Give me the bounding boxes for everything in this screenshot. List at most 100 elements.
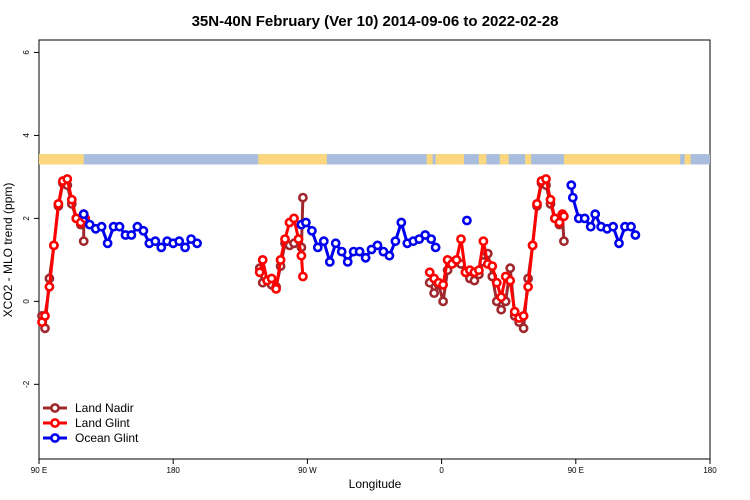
land-band — [563, 154, 681, 165]
data-point — [266, 273, 277, 284]
data-point — [451, 254, 462, 265]
data-point — [505, 263, 516, 274]
legend-label: Land Glint — [75, 416, 130, 430]
land-band — [499, 154, 509, 165]
data-point — [271, 283, 281, 294]
data-point — [541, 174, 551, 184]
chart-title: 35N-40N February (Ver 10) 2014-09-06 to … — [192, 13, 559, 30]
data-point — [478, 236, 489, 247]
ocean-band — [39, 154, 710, 165]
land-band — [684, 154, 691, 165]
x-tick-label: 180 — [703, 466, 717, 475]
data-point — [426, 234, 437, 244]
legend-entry: Land Nadir — [43, 401, 134, 415]
data-point — [461, 215, 472, 226]
data-point — [40, 310, 50, 321]
data-point — [614, 238, 624, 249]
land-band — [258, 154, 260, 165]
data-point — [545, 194, 556, 205]
x-tick-label: 0 — [439, 466, 444, 475]
data-point — [559, 211, 569, 222]
data-point — [496, 304, 507, 315]
data-point — [518, 323, 529, 334]
data-point — [505, 275, 516, 286]
y-axis-label: XCO2 - MLO trend (ppm) — [1, 183, 15, 318]
data-point — [44, 281, 55, 292]
data-point — [126, 230, 137, 240]
data-point — [257, 254, 268, 265]
legend-label: Land Nadir — [75, 401, 134, 415]
data-point — [518, 310, 529, 321]
land-band — [478, 154, 487, 165]
y-tick-label: 0 — [22, 299, 31, 304]
data-point — [297, 271, 308, 282]
data-point — [396, 217, 407, 228]
legend-marker — [50, 433, 60, 443]
x-axis-label: Longitude — [349, 477, 402, 491]
data-point — [532, 198, 542, 209]
data-point — [192, 238, 202, 249]
x-tick-label: 90 E — [568, 466, 584, 475]
x-tick-label: 180 — [167, 466, 181, 475]
data-point — [608, 221, 618, 232]
y-axis: -2 0 2 4 6 — [22, 50, 39, 388]
series-layer — [37, 174, 641, 334]
y-tick-label: 6 — [22, 50, 31, 55]
data-point — [96, 221, 107, 232]
data-point — [384, 250, 395, 261]
data-point — [554, 217, 565, 228]
data-point — [579, 213, 590, 224]
land-band — [426, 154, 433, 165]
x-tick-label: 90 E — [31, 466, 47, 475]
data-point — [318, 236, 329, 247]
data-point — [300, 217, 311, 228]
data-point — [360, 252, 371, 263]
data-point — [275, 254, 286, 265]
data-point — [438, 296, 448, 307]
legend-entry: Land Glint — [43, 416, 130, 430]
data-point — [509, 306, 520, 317]
data-point — [293, 234, 304, 244]
legend-marker — [50, 418, 60, 428]
land-band — [525, 154, 532, 165]
data-point — [473, 265, 484, 276]
data-point — [456, 234, 466, 244]
land-ocean-bar — [39, 154, 710, 165]
legend-marker — [50, 403, 60, 413]
data-point — [49, 240, 59, 251]
land-band — [435, 154, 464, 165]
series-line — [40, 177, 87, 323]
land-band — [259, 154, 327, 165]
data-point — [342, 256, 353, 267]
data-point — [491, 277, 502, 288]
series-ocean-glint — [78, 180, 641, 267]
data-point — [306, 225, 317, 236]
data-point — [630, 230, 641, 240]
legend-label: Ocean Glint — [75, 431, 139, 445]
series-land-glint — [37, 174, 569, 327]
legend-entry: Ocean Glint — [43, 431, 139, 445]
y-tick-label: 4 — [22, 133, 31, 138]
data-point — [174, 236, 185, 247]
data-point — [566, 180, 577, 191]
data-point — [330, 238, 341, 249]
y-tick-label: -2 — [22, 380, 31, 388]
data-point — [354, 246, 365, 257]
data-point — [296, 250, 307, 261]
data-point — [297, 192, 308, 203]
data-point — [78, 236, 89, 247]
data-point — [527, 240, 538, 251]
data-point — [53, 198, 64, 209]
data-point — [66, 194, 77, 205]
data-point — [430, 242, 441, 253]
x-tick-label: 90 W — [298, 466, 317, 475]
data-point — [102, 238, 113, 249]
y-tick-label: 2 — [22, 216, 31, 221]
data-point — [487, 261, 498, 271]
data-point — [559, 236, 569, 247]
data-point — [390, 236, 401, 247]
x-axis: 90 E 180 90 W 0 90 E 180 — [31, 459, 717, 475]
data-point — [289, 213, 299, 224]
